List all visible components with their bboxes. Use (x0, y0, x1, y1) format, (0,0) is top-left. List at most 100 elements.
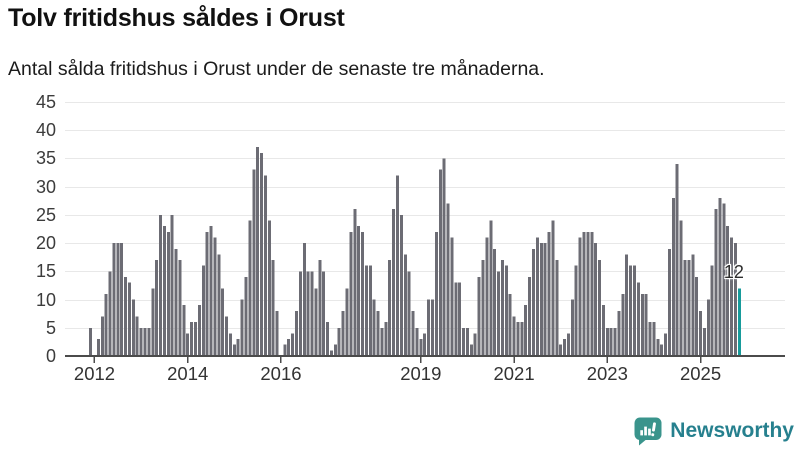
month-bar (221, 288, 225, 356)
x-tick-label: 2023 (586, 363, 628, 384)
month-bar (438, 169, 442, 356)
month-bar (341, 310, 345, 356)
month-bar (594, 243, 598, 356)
month-bar (186, 333, 190, 356)
month-bar (326, 322, 330, 356)
month-bar (89, 327, 93, 356)
month-bar (376, 310, 380, 356)
month-bar (143, 327, 147, 356)
month-bar (423, 333, 427, 356)
month-bar (652, 322, 656, 356)
month-bar (139, 327, 143, 356)
y-tick-label: 25 (35, 204, 56, 225)
month-bar (582, 231, 586, 356)
month-bar (232, 344, 236, 356)
month-bar (349, 231, 353, 356)
month-bar (559, 344, 563, 356)
month-bar (318, 260, 322, 356)
month-bar (504, 265, 508, 356)
month-bar (322, 271, 326, 356)
month-bar (271, 260, 275, 356)
month-bar (353, 209, 357, 356)
month-bar (664, 333, 668, 356)
month-bar (217, 254, 221, 356)
month-bar (209, 226, 213, 356)
x-tick-mark (420, 357, 422, 363)
month-bar (648, 322, 652, 356)
month-bar (539, 243, 543, 356)
month-bar (419, 339, 423, 356)
month-bar (493, 248, 497, 356)
month-bar (147, 327, 151, 356)
y-tick-label: 15 (35, 261, 56, 282)
month-bar (302, 243, 306, 356)
month-bar (104, 293, 108, 356)
month-bar (458, 282, 462, 356)
month-bar (291, 333, 295, 356)
month-bar (205, 231, 209, 356)
gridline (65, 215, 785, 216)
month-bar (392, 209, 396, 356)
month-bar (722, 203, 726, 356)
month-bar (178, 260, 182, 356)
x-tick-mark (93, 357, 96, 363)
month-bar (396, 175, 400, 356)
gridline (65, 328, 785, 329)
month-bar (465, 327, 469, 356)
month-bar (260, 152, 264, 356)
month-bar (547, 231, 551, 356)
month-bar (446, 203, 450, 356)
bar-plot (65, 102, 785, 363)
month-bar (718, 197, 722, 356)
month-bar (345, 288, 349, 356)
month-bar (563, 339, 567, 356)
month-bar (702, 327, 706, 356)
month-bar (489, 220, 493, 356)
month-bar (543, 243, 547, 356)
month-bar (699, 310, 703, 356)
month-bar (497, 271, 501, 356)
month-bar (333, 344, 337, 356)
x-tick-label: 2014 (167, 363, 209, 384)
month-bar (193, 322, 197, 356)
month-bar (240, 299, 244, 356)
month-bar (695, 276, 699, 356)
month-bar (151, 288, 155, 356)
y-tick-label: 35 (35, 148, 56, 169)
month-bar (329, 350, 333, 356)
month-bar (477, 276, 481, 356)
month-bar (256, 147, 260, 356)
month-bar (306, 271, 310, 356)
month-bar (675, 164, 679, 356)
x-tick-mark (699, 357, 702, 363)
month-bar (473, 333, 477, 356)
month-bar (656, 339, 660, 356)
y-tick-label: 45 (35, 92, 56, 112)
x-tick-mark (513, 357, 515, 363)
y-tick-label: 40 (35, 120, 56, 141)
x-tick-label: 2012 (73, 363, 116, 384)
x-tick-label: 2016 (260, 363, 302, 384)
month-bar (691, 254, 695, 356)
month-bar (124, 276, 128, 356)
month-bar (566, 333, 570, 356)
month-bar (225, 316, 229, 356)
month-bar (403, 254, 407, 356)
month-bar (454, 282, 458, 356)
month-bar (535, 237, 539, 356)
month-bar (574, 265, 578, 356)
month-bar (671, 197, 675, 356)
month-bar (485, 237, 489, 356)
month-bar (364, 265, 368, 356)
gridline (65, 130, 785, 131)
month-bar (170, 214, 174, 356)
x-tick-label: 2021 (493, 363, 535, 384)
month-bar (116, 243, 120, 356)
month-bar (590, 231, 594, 356)
month-bar (399, 214, 403, 356)
month-bar (520, 322, 524, 356)
month-bar (407, 271, 411, 356)
month-bar (450, 237, 454, 356)
month-bar (228, 333, 232, 356)
month-bar (314, 288, 318, 356)
